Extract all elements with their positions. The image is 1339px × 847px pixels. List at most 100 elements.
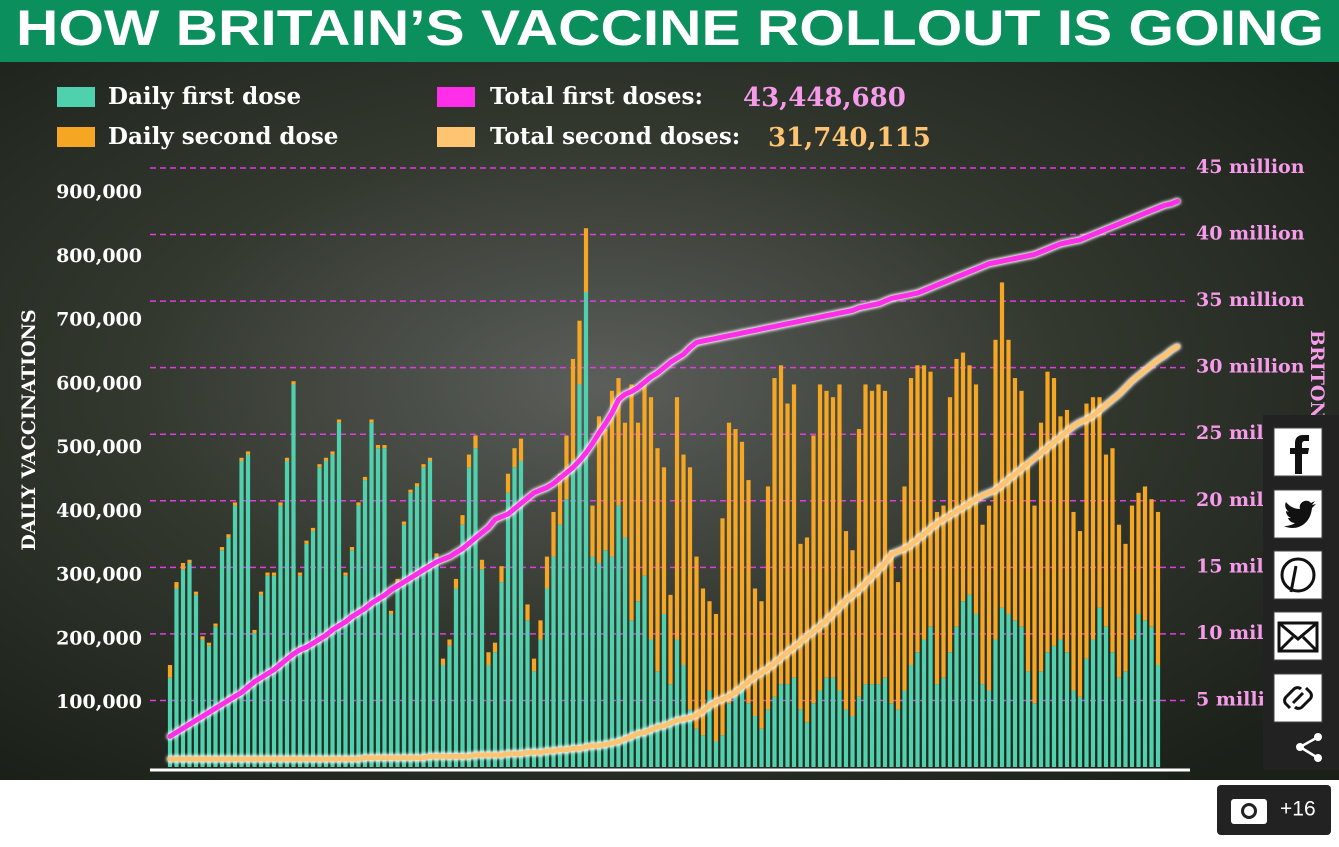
- bar-segment: [492, 642, 498, 653]
- bar-segment: [180, 569, 186, 767]
- y-tick-label: 600,000: [56, 372, 142, 394]
- bar-segment: [830, 677, 836, 767]
- bar-segment: [785, 403, 790, 685]
- bar-segment: [765, 709, 771, 767]
- bar-segment: [551, 511, 556, 557]
- legend-label: Total second doses:: [490, 123, 740, 150]
- bar-segment: [785, 684, 790, 767]
- bar-segment: [668, 594, 673, 685]
- bar-segment: [700, 588, 706, 736]
- bar-segment: [362, 480, 368, 767]
- bar-segment: [622, 537, 628, 767]
- bar-segment: [1064, 652, 1070, 767]
- bar-segment: [973, 613, 979, 767]
- y-tick-label: 300,000: [56, 564, 142, 586]
- x-tick-label: JUN: [1058, 780, 1103, 802]
- bar-segment: [843, 709, 849, 767]
- bar-segment: [622, 422, 628, 538]
- bar-segment: [245, 451, 251, 455]
- bar-segment: [889, 550, 894, 704]
- bar-segment: [219, 547, 225, 551]
- bar-segment: [317, 464, 322, 468]
- bar-segment: [388, 613, 394, 767]
- bar-segment: [499, 582, 504, 767]
- x-tick-label: JAN: [155, 780, 198, 802]
- bar-segment: [993, 639, 998, 767]
- bar-segment: [213, 626, 218, 767]
- bar-segment: [265, 572, 270, 576]
- bar-segment: [928, 626, 933, 767]
- bar-segment: [1032, 505, 1037, 704]
- bar-segment: [928, 371, 933, 627]
- bar-segment: [291, 381, 296, 385]
- bar-segment: [817, 384, 823, 691]
- bar-segment: [206, 642, 212, 646]
- bar-segment: [531, 671, 537, 767]
- bar-segment: [1077, 531, 1083, 697]
- bar-segment: [356, 502, 361, 506]
- bar-segment: [1084, 658, 1089, 767]
- bar-segment: [850, 550, 855, 716]
- bar-segment: [479, 559, 485, 570]
- bar-segment: [674, 397, 680, 640]
- bar-segment: [746, 703, 751, 767]
- share-button[interactable]: [1296, 733, 1322, 762]
- bar-segment: [1090, 397, 1096, 640]
- email-button[interactable]: [1273, 611, 1323, 661]
- y-tick-label: 100,000: [56, 691, 142, 713]
- bar-segment: [752, 715, 758, 767]
- legend-swatch: [57, 127, 95, 147]
- bar-segment: [538, 639, 543, 767]
- bar-segment: [980, 524, 985, 685]
- bar-segment: [960, 601, 966, 767]
- bar-segment: [401, 521, 407, 525]
- bar-segment: [1019, 626, 1024, 767]
- bar-segment: [317, 467, 322, 767]
- bar-segment: [1012, 378, 1018, 621]
- bar-segment: [278, 505, 283, 767]
- y-tick-label: 800,000: [56, 245, 142, 267]
- bar-segment: [804, 722, 810, 767]
- bar-segment: [876, 684, 881, 767]
- gallery-button[interactable]: +16: [1217, 785, 1331, 835]
- y-tick-label: 700,000: [56, 309, 142, 331]
- bar-segment: [174, 588, 179, 767]
- bar-segment: [752, 588, 758, 716]
- bar-segment: [713, 741, 719, 767]
- bar-segment: [1155, 664, 1161, 767]
- bar-segment: [375, 445, 381, 449]
- bar-segment: [856, 696, 862, 767]
- bar-segment: [564, 499, 569, 767]
- bar-segment: [1110, 448, 1115, 653]
- share-panel: [1263, 415, 1339, 770]
- bar-segment: [382, 445, 387, 449]
- pinterest-icon: [1280, 557, 1316, 593]
- y-tick-label: 200,000: [56, 627, 142, 649]
- x-tick-label: FEB: [299, 780, 343, 802]
- bar-segment: [200, 636, 205, 640]
- x-tick-label: MAR: [477, 780, 529, 802]
- bar-segment: [609, 556, 615, 767]
- bar-segment: [395, 578, 400, 583]
- bar-segment: [590, 505, 595, 557]
- bar-segment: [245, 454, 251, 767]
- bar-segment: [759, 728, 764, 767]
- bar-segment: [980, 684, 985, 767]
- bar-segment: [349, 550, 355, 767]
- bar-segment: [999, 282, 1005, 608]
- bar-segment: [486, 652, 491, 665]
- bar-segment: [414, 486, 420, 767]
- bar-segment: [707, 601, 712, 691]
- bar-segment: [882, 677, 888, 767]
- bar-segment: [557, 524, 563, 767]
- bar-segment: [297, 572, 303, 576]
- bar-segment: [330, 451, 335, 455]
- bar-segment: [382, 448, 387, 767]
- bar-segment: [531, 658, 537, 672]
- legend-label: Total first doses:: [490, 83, 703, 110]
- bar-segment: [291, 384, 296, 767]
- bar-segment: [219, 550, 225, 767]
- bar-segment: [713, 613, 719, 742]
- bar-segment: [323, 457, 329, 461]
